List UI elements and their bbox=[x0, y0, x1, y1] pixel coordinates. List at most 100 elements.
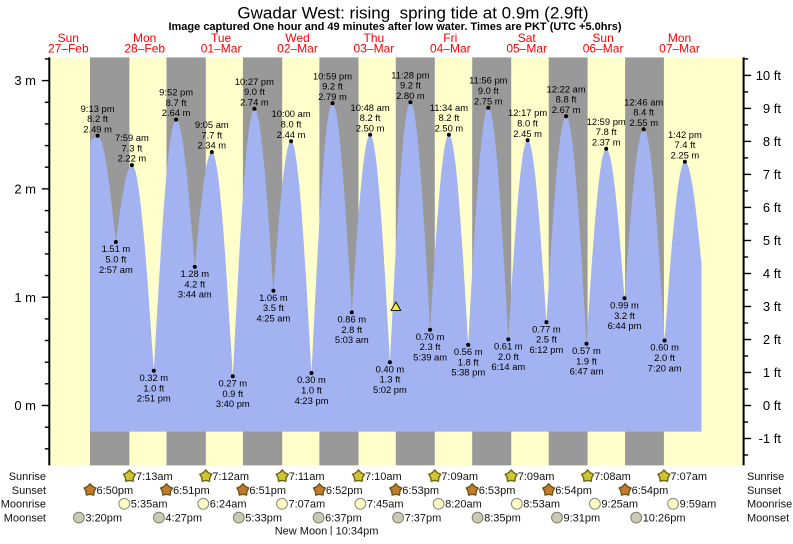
svg-text:6:24am: 6:24am bbox=[210, 499, 247, 511]
svg-text:9:05 am: 9:05 am bbox=[195, 119, 229, 130]
svg-text:10:59 pm: 10:59 pm bbox=[313, 70, 352, 81]
svg-text:2.8 ft: 2.8 ft bbox=[341, 324, 362, 335]
svg-text:8:53am: 8:53am bbox=[523, 499, 560, 511]
svg-text:12:59 pm: 12:59 pm bbox=[587, 116, 626, 127]
svg-text:7:10am: 7:10am bbox=[365, 471, 402, 483]
svg-text:7.3 ft: 7.3 ft bbox=[121, 142, 142, 153]
svg-text:2.34 m: 2.34 m bbox=[197, 140, 226, 151]
svg-text:7:07am: 7:07am bbox=[289, 499, 326, 511]
svg-text:7:59 am: 7:59 am bbox=[115, 132, 149, 143]
svg-text:2.22 m: 2.22 m bbox=[118, 153, 147, 164]
svg-text:10:27 pm: 10:27 pm bbox=[235, 76, 274, 87]
svg-text:5:38 pm: 5:38 pm bbox=[451, 367, 485, 378]
svg-text:27–Feb: 27–Feb bbox=[48, 42, 89, 56]
svg-text:2.80 m: 2.80 m bbox=[396, 90, 425, 101]
svg-text:Moonrise: Moonrise bbox=[1, 499, 46, 511]
svg-text:12:17 pm: 12:17 pm bbox=[508, 107, 547, 118]
svg-text:7:45am: 7:45am bbox=[367, 499, 404, 511]
svg-text:11:34 am: 11:34 am bbox=[430, 102, 469, 113]
svg-text:Moonrise: Moonrise bbox=[747, 499, 792, 511]
svg-text:8.2 ft: 8.2 ft bbox=[438, 112, 459, 123]
svg-text:8:35pm: 8:35pm bbox=[484, 512, 521, 524]
svg-text:12:46 am: 12:46 am bbox=[624, 96, 663, 107]
svg-text:Gwadar West: rising spring ti: Gwadar West: rising spring tide at 0.9m … bbox=[237, 4, 588, 23]
svg-text:6:47 am: 6:47 am bbox=[570, 366, 604, 377]
svg-text:0.86 m: 0.86 m bbox=[337, 314, 366, 325]
svg-text:2:57 am: 2:57 am bbox=[99, 264, 133, 275]
svg-text:1.28 m: 1.28 m bbox=[180, 268, 209, 279]
svg-text:6:51pm: 6:51pm bbox=[249, 485, 286, 497]
svg-text:8.2 ft: 8.2 ft bbox=[87, 113, 108, 124]
svg-text:5:03 am: 5:03 am bbox=[335, 334, 369, 345]
svg-text:9:13 pm: 9:13 pm bbox=[81, 103, 115, 114]
svg-text:2.3 ft: 2.3 ft bbox=[420, 341, 441, 352]
svg-text:Sunrise: Sunrise bbox=[9, 471, 46, 483]
svg-text:28–Feb: 28–Feb bbox=[124, 42, 165, 56]
svg-text:5.0 ft: 5.0 ft bbox=[105, 254, 126, 265]
svg-text:2.5 ft: 2.5 ft bbox=[536, 334, 557, 345]
svg-text:9:25am: 9:25am bbox=[601, 499, 638, 511]
svg-text:11:56 pm: 11:56 pm bbox=[469, 75, 508, 86]
svg-text:Sunset: Sunset bbox=[12, 485, 46, 497]
svg-text:Sunrise: Sunrise bbox=[747, 471, 784, 483]
svg-text:8.2 ft: 8.2 ft bbox=[360, 112, 381, 123]
svg-text:2:51 pm: 2:51 pm bbox=[137, 393, 171, 404]
svg-text:Sun: Sun bbox=[592, 31, 613, 45]
svg-text:0.61 m: 0.61 m bbox=[494, 341, 523, 352]
svg-text:8.0 ft: 8.0 ft bbox=[517, 118, 538, 129]
svg-text:6:14 am: 6:14 am bbox=[491, 361, 525, 372]
svg-text:6:12 pm: 6:12 pm bbox=[529, 344, 563, 355]
svg-text:4.2 ft: 4.2 ft bbox=[184, 278, 205, 289]
svg-text:0.60 m: 0.60 m bbox=[650, 342, 679, 353]
svg-text:6:52pm: 6:52pm bbox=[326, 485, 363, 497]
svg-text:02–Mar: 02–Mar bbox=[277, 42, 318, 56]
svg-text:1:42 pm: 1:42 pm bbox=[668, 129, 702, 140]
svg-text:2.50 m: 2.50 m bbox=[356, 122, 385, 133]
svg-text:5:35am: 5:35am bbox=[131, 499, 168, 511]
svg-text:3.2 ft: 3.2 ft bbox=[614, 310, 635, 321]
svg-text:6:51pm: 6:51pm bbox=[173, 485, 210, 497]
svg-text:2.50 m: 2.50 m bbox=[435, 122, 464, 133]
svg-text:0.57 m: 0.57 m bbox=[572, 345, 601, 356]
svg-text:9:31pm: 9:31pm bbox=[564, 512, 601, 524]
svg-text:10:26pm: 10:26pm bbox=[643, 512, 686, 524]
svg-text:4:25 am: 4:25 am bbox=[256, 313, 290, 324]
svg-text:8.8 ft: 8.8 ft bbox=[556, 94, 577, 105]
svg-text:7:13am: 7:13am bbox=[136, 471, 173, 483]
svg-text:0.27 m: 0.27 m bbox=[218, 378, 247, 389]
svg-text:7.7 ft: 7.7 ft bbox=[201, 129, 222, 140]
svg-text:2.37 m: 2.37 m bbox=[592, 136, 621, 147]
svg-text:9:52 pm: 9:52 pm bbox=[159, 87, 193, 98]
svg-text:0 ft: 0 ft bbox=[763, 398, 781, 413]
svg-text:0.70 m: 0.70 m bbox=[416, 331, 445, 342]
svg-text:0.99 m: 0.99 m bbox=[610, 300, 639, 311]
svg-text:4:27pm: 4:27pm bbox=[165, 512, 202, 524]
svg-text:2.75 m: 2.75 m bbox=[474, 95, 503, 106]
svg-text:4 ft: 4 ft bbox=[763, 266, 781, 281]
svg-text:1.0 ft: 1.0 ft bbox=[301, 385, 322, 396]
svg-text:11:28 pm: 11:28 pm bbox=[391, 69, 430, 80]
svg-text:Sun: Sun bbox=[58, 31, 79, 45]
svg-text:3:20pm: 3:20pm bbox=[85, 512, 122, 524]
svg-text:3 m: 3 m bbox=[14, 73, 36, 88]
svg-text:2.45 m: 2.45 m bbox=[513, 128, 542, 139]
svg-text:7:37pm: 7:37pm bbox=[405, 512, 442, 524]
svg-text:2.74 m: 2.74 m bbox=[240, 96, 269, 107]
svg-text:6:53pm: 6:53pm bbox=[402, 485, 439, 497]
svg-text:7:08am: 7:08am bbox=[594, 471, 631, 483]
svg-text:1.3 ft: 1.3 ft bbox=[379, 374, 400, 385]
svg-text:0.40 m: 0.40 m bbox=[376, 363, 405, 374]
svg-text:4:23 pm: 4:23 pm bbox=[295, 395, 329, 406]
svg-text:8.4 ft: 8.4 ft bbox=[633, 107, 654, 118]
svg-text:05–Mar: 05–Mar bbox=[506, 42, 547, 56]
svg-text:10:34pm: 10:34pm bbox=[336, 526, 379, 538]
svg-text:0.77 m: 0.77 m bbox=[532, 323, 561, 334]
svg-text:7 ft: 7 ft bbox=[763, 167, 781, 182]
svg-text:6:50pm: 6:50pm bbox=[97, 485, 134, 497]
svg-text:5 ft: 5 ft bbox=[763, 233, 781, 248]
svg-text:10:00 am: 10:00 am bbox=[272, 108, 311, 119]
svg-text:9.0 ft: 9.0 ft bbox=[244, 86, 265, 97]
svg-text:8.7 ft: 8.7 ft bbox=[166, 97, 187, 108]
svg-text:Mon: Mon bbox=[133, 31, 156, 45]
svg-text:5:39 am: 5:39 am bbox=[413, 352, 447, 363]
